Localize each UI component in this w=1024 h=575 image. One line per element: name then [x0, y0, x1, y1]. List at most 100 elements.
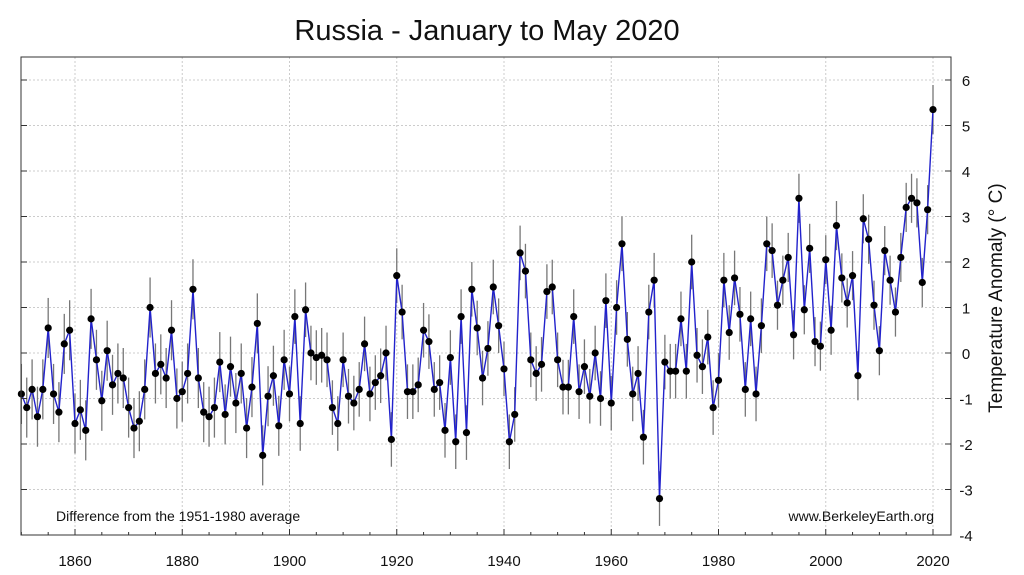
- data-point-1954: [575, 388, 583, 396]
- data-point-1888: [221, 410, 229, 419]
- data-point-1943: [516, 249, 524, 257]
- data-point-1988: [757, 322, 766, 330]
- data-point-1871: [130, 424, 138, 432]
- data-point-1965: [634, 369, 642, 378]
- data-point-1928: [436, 378, 444, 387]
- data-point-1971: [666, 367, 674, 375]
- data-point-1922: [403, 388, 412, 396]
- y-tick-label: 4: [962, 164, 970, 181]
- data-point-1999: [816, 342, 824, 350]
- x-tick-label: 2020: [916, 553, 949, 570]
- data-point-1964: [629, 390, 637, 398]
- data-point-1907: [323, 356, 331, 364]
- data-point-1879: [173, 394, 181, 403]
- data-point-2006: [854, 372, 862, 380]
- data-point-1852: [28, 385, 36, 393]
- data-point-1931: [452, 438, 460, 446]
- data-point-1915: [366, 390, 374, 398]
- data-point-1986: [747, 315, 755, 323]
- data-point-1976: [693, 351, 701, 359]
- plot-frame: [20, 56, 952, 536]
- data-point-1861: [76, 406, 84, 414]
- data-point-1865: [98, 397, 106, 405]
- data-point-1983: [730, 274, 739, 282]
- data-point-1970: [661, 358, 669, 366]
- data-point-2002: [832, 222, 841, 230]
- data-point-2019: [924, 206, 932, 214]
- data-point-1924: [414, 381, 422, 389]
- data-point-1916: [371, 378, 379, 387]
- data-point-1923: [409, 388, 417, 396]
- data-point-1982: [725, 328, 733, 337]
- data-point-1951: [559, 383, 567, 391]
- source-credit: www.BerkeleyEarth.org: [787, 508, 934, 524]
- data-point-1992: [779, 276, 787, 284]
- data-point-2013: [891, 308, 900, 316]
- data-point-1857: [55, 408, 63, 416]
- data-point-1985: [741, 385, 749, 393]
- data-point-2016: [907, 194, 916, 202]
- data-point-1894: [253, 319, 261, 328]
- data-point-1893: [248, 383, 256, 391]
- x-tick-label: 1880: [166, 553, 199, 570]
- y-tick-label: -4: [959, 528, 972, 545]
- data-point-1853: [33, 413, 42, 421]
- data-point-1933: [462, 429, 471, 437]
- data-point-1901: [291, 313, 299, 321]
- data-point-1975: [688, 258, 696, 266]
- y-tick-label: -1: [959, 392, 972, 409]
- data-point-1996: [800, 306, 808, 314]
- data-point-1904: [307, 349, 315, 357]
- data-point-1973: [677, 315, 685, 323]
- data-point-1945: [527, 356, 535, 364]
- data-point-2004: [843, 299, 851, 307]
- data-point-1892: [243, 424, 251, 432]
- data-point-1877: [162, 374, 170, 382]
- data-point-1914: [360, 340, 369, 348]
- data-point-1935: [473, 324, 481, 332]
- data-point-2015: [902, 203, 910, 211]
- y-tick-label: 5: [962, 119, 970, 136]
- data-point-1885: [205, 413, 213, 421]
- data-point-1868: [114, 369, 122, 378]
- data-point-2018: [918, 278, 926, 287]
- data-point-1911: [344, 392, 353, 400]
- data-point-1991: [773, 301, 782, 309]
- data-point-1978: [704, 333, 712, 341]
- x-tick-label: 1940: [487, 553, 520, 570]
- data-point-1908: [328, 404, 336, 412]
- data-point-1979: [709, 404, 717, 412]
- data-point-1870: [125, 404, 133, 412]
- data-point-1938: [489, 283, 497, 291]
- data-point-1967: [645, 308, 653, 316]
- data-point-1919: [387, 435, 395, 444]
- data-point-1959: [602, 297, 610, 305]
- data-point-2009: [870, 301, 878, 309]
- data-point-1858: [60, 340, 68, 348]
- data-point-1974: [682, 367, 690, 375]
- data-point-1952: [564, 383, 572, 391]
- data-point-1962: [618, 240, 626, 248]
- data-point-1851: [23, 404, 31, 412]
- data-point-1910: [339, 356, 347, 364]
- data-point-1920: [393, 272, 401, 280]
- data-point-1906: [318, 351, 326, 359]
- data-point-2012: [886, 276, 894, 284]
- data-point-1953: [570, 313, 578, 321]
- data-point-1940: [500, 365, 508, 373]
- data-point-1963: [623, 335, 631, 343]
- data-point-1883: [194, 374, 202, 382]
- data-point-1960: [607, 399, 615, 407]
- data-point-2008: [865, 235, 873, 243]
- data-point-1895: [259, 451, 267, 459]
- data-point-1882: [189, 285, 197, 293]
- data-point-1878: [167, 326, 176, 334]
- data-point-1977: [698, 363, 707, 371]
- data-point-1997: [806, 244, 814, 252]
- x-tick-label: 1980: [702, 553, 735, 570]
- data-point-1944: [521, 267, 530, 275]
- data-point-1880: [178, 388, 186, 396]
- data-point-1942: [511, 410, 519, 419]
- data-point-1998: [811, 338, 819, 346]
